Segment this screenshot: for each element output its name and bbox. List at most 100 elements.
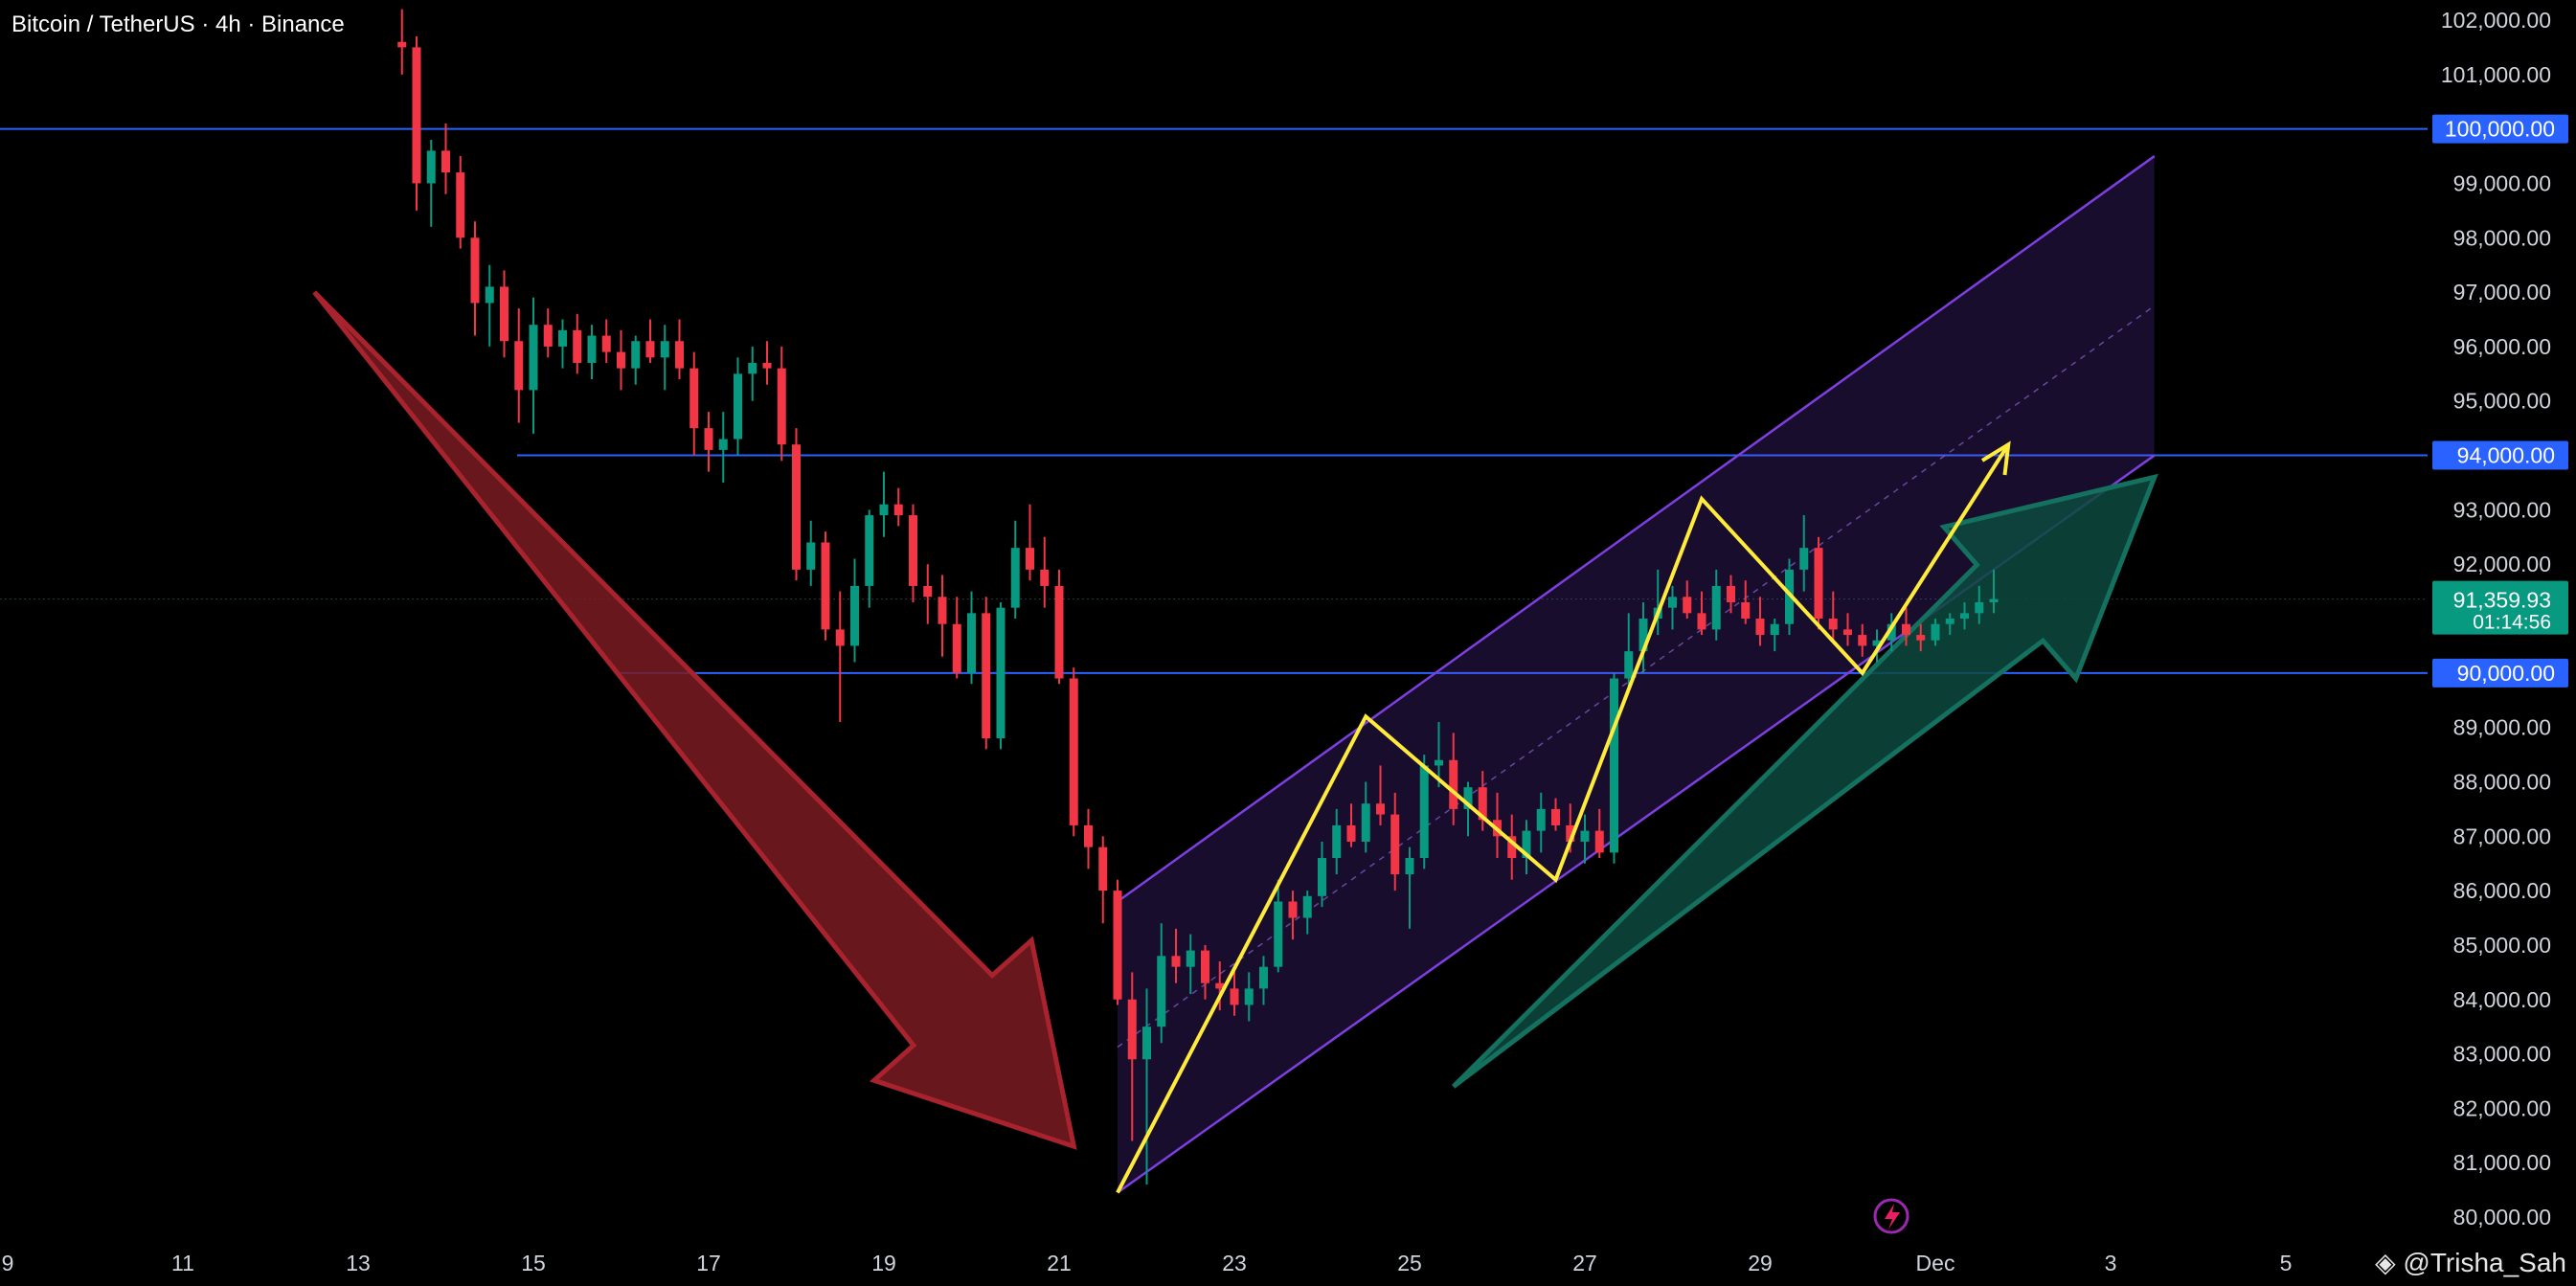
x-tick-label: 5 — [2280, 1251, 2293, 1275]
y-tick-label: 84,000.00 — [2453, 987, 2551, 1012]
candle — [704, 412, 713, 472]
candle — [1332, 808, 1342, 875]
symbol-title[interactable]: Bitcoin / TetherUS · 4h · Binance — [11, 11, 345, 37]
candle-body — [982, 613, 991, 739]
x-tick-label: 17 — [696, 1251, 721, 1275]
candle-body — [879, 504, 889, 516]
candle-body — [1522, 830, 1531, 859]
candle — [426, 140, 436, 227]
candle — [1755, 597, 1765, 646]
zigzag-projection[interactable] — [1116, 440, 2011, 1194]
candle — [1215, 960, 1225, 1011]
candle-body — [1902, 623, 1910, 636]
candle-body — [1507, 836, 1517, 859]
candle — [1302, 891, 1312, 935]
alert-bolt-icon[interactable] — [1873, 1198, 1909, 1234]
level-price-tag: 90,000.00 — [2432, 658, 2568, 688]
bolt-icon-shape — [1885, 1204, 1900, 1230]
candle-body — [1683, 597, 1692, 614]
trend-arrows[interactable] — [312, 290, 2158, 1150]
candle — [1916, 623, 1926, 652]
candle-body — [1113, 891, 1122, 1000]
candle — [441, 123, 450, 194]
y-tick-label: 92,000.00 — [2453, 552, 2551, 576]
candle-body — [1594, 830, 1604, 853]
candle-body — [1084, 824, 1093, 847]
candle — [1157, 923, 1166, 1044]
candle-body — [1026, 548, 1034, 570]
x-tick-label: Dec — [1916, 1251, 1955, 1275]
x-tick-label: 15 — [521, 1251, 546, 1275]
candle — [1010, 520, 1020, 620]
candle-body — [1828, 619, 1838, 630]
candle-body — [470, 237, 480, 304]
candle-body — [1405, 858, 1414, 875]
candle-body — [1872, 640, 1882, 646]
candle — [982, 597, 991, 750]
candle — [1419, 755, 1429, 869]
candle-body — [631, 341, 641, 369]
y-tick-label: 98,000.00 — [2453, 225, 2551, 250]
author-handle: @Trisha_Sah — [2403, 1248, 2566, 1277]
level-tag-label: 90,000.00 — [2457, 661, 2555, 686]
candle — [909, 504, 917, 602]
candle-body — [704, 428, 713, 450]
candle-body — [1463, 787, 1473, 809]
candle — [1040, 536, 1050, 608]
candle — [500, 270, 508, 358]
candle — [1186, 934, 1195, 995]
candle-body — [426, 150, 436, 184]
x-tick-label: 27 — [1572, 1251, 1597, 1275]
candle-body — [1215, 982, 1225, 989]
candle-body — [1536, 808, 1546, 831]
candle-body — [865, 515, 874, 586]
candle — [1887, 613, 1896, 652]
candle-body — [529, 325, 538, 391]
candle-body — [645, 341, 655, 358]
candle — [1054, 569, 1064, 685]
candle — [1274, 879, 1283, 973]
candle — [1259, 956, 1268, 1005]
candle-body — [1376, 803, 1385, 815]
candle — [1799, 515, 1809, 592]
candle — [1902, 607, 1910, 646]
candle — [1741, 580, 1751, 624]
candle — [1318, 841, 1326, 908]
candle-body — [485, 286, 494, 304]
candle — [1113, 879, 1122, 1005]
candle-body — [748, 362, 757, 374]
candle-body — [1741, 601, 1751, 620]
candle-body — [1566, 824, 1575, 842]
candle — [1668, 585, 1677, 630]
candle — [601, 319, 611, 363]
candle — [1230, 966, 1239, 1016]
candle — [1244, 972, 1254, 1022]
candle — [1828, 591, 1838, 641]
candle — [1069, 667, 1078, 837]
candle — [1770, 619, 1779, 652]
candle-body — [587, 335, 597, 363]
candle-body — [1711, 585, 1721, 630]
candle-body — [689, 368, 699, 429]
candle-body — [1478, 787, 1487, 821]
y-tick-label: 87,000.00 — [2453, 823, 2551, 848]
candle-body — [617, 351, 625, 369]
candle — [645, 319, 655, 363]
y-tick-label: 88,000.00 — [2453, 769, 2551, 794]
time-axis[interactable]: 9 11 13 15 17 19 21 23 25 27 29 Dec 3 5 — [2, 1251, 2293, 1275]
candle-body — [1346, 824, 1356, 842]
level-price-tag: 94,000.00 — [2432, 440, 2568, 470]
candle — [1405, 846, 1414, 929]
candle-body — [1010, 548, 1020, 608]
horizontal-levels — [0, 127, 2428, 674]
candle — [587, 325, 597, 380]
candle-body — [1157, 956, 1166, 1027]
candle-body — [792, 444, 801, 570]
candle-body — [601, 335, 611, 352]
candle-body — [1419, 765, 1429, 859]
candle-body — [1186, 950, 1195, 967]
bullish-arrow — [1452, 473, 2158, 1089]
